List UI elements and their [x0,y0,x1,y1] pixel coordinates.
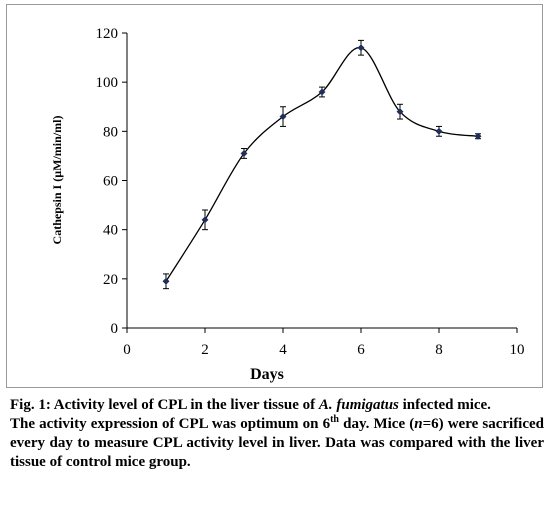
y-axis: 0 20 40 60 80 100 120 [96,26,128,337]
data-point [357,44,365,52]
data-point [201,216,209,224]
chart: 0 20 40 60 80 100 120 0 2 4 6 8 10 Days Cathepsin I… [50,26,525,383]
caption-title-suffix: infected mice. [398,397,491,413]
y-tick-label: 40 [103,223,118,239]
x-tick-label: 4 [279,342,287,358]
y-tick-label: 60 [103,174,118,190]
x-tick-label: 8 [435,342,443,358]
data-point [435,127,443,135]
caption-note-part1: The activity expression of CPL was optim… [10,416,331,432]
data-point [396,108,404,116]
data-point [318,88,326,96]
series-line [165,47,479,282]
x-axis-label: Days [250,366,284,383]
x-tick-label: 0 [123,342,131,358]
caption-note-part2: day. Mice ( [339,416,415,432]
x-tick-label: 2 [201,342,209,358]
x-tick-label: 6 [357,342,365,358]
caption-note-sup: th [330,414,339,425]
y-tick-label: 120 [96,26,119,42]
data-point [474,132,482,140]
x-tick-label: 10 [510,342,525,358]
series [162,39,482,290]
caption-title: Fig. 1: Activity level of CPL in the liv… [10,396,544,415]
figure-frame [6,4,543,388]
figure-caption: Fig. 1: Activity level of CPL in the liv… [10,396,544,472]
data-point [162,277,170,285]
x-axis: 0 2 4 6 8 10 [123,327,525,358]
y-tick-label: 20 [103,272,118,288]
caption-note-part3: =6) were sacrificed every day to measure… [10,416,545,470]
y-tick-label: 100 [96,75,119,91]
data-point [279,113,287,121]
caption-note: The activity expression of CPL was optim… [10,415,544,472]
caption-note-n: n [414,416,423,432]
y-tick-label: 0 [111,321,119,337]
y-tick-label: 80 [103,124,118,140]
data-point [240,149,248,158]
caption-title-species: A. fumigatus [318,397,399,413]
caption-title-prefix: Fig. 1: Activity level of CPL in the liv… [10,397,319,413]
y-axis-label: Cathepsin I (µM/min/ml) [50,116,64,245]
